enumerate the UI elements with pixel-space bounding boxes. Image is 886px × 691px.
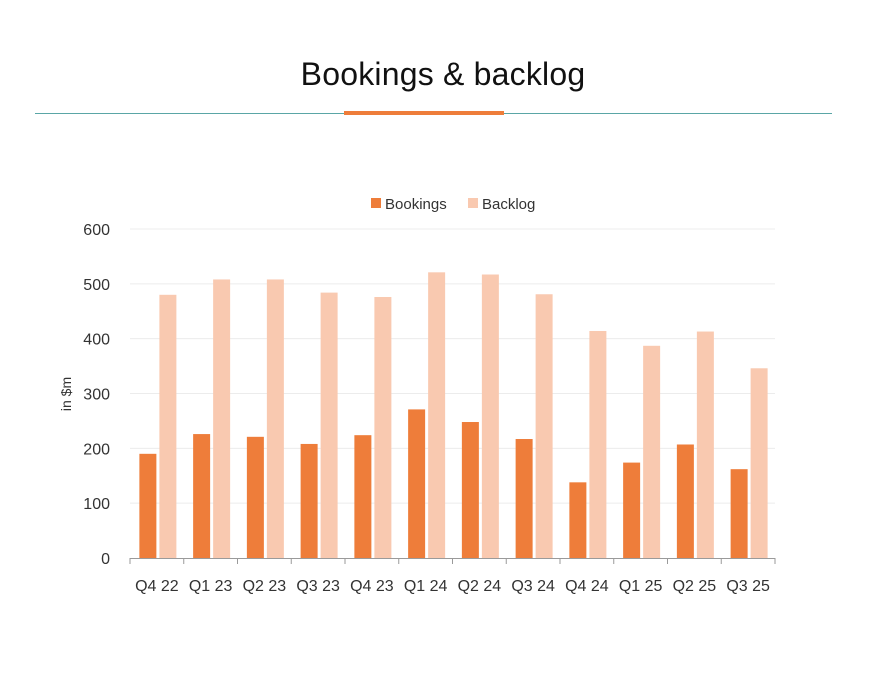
y-tick-label: 600 xyxy=(83,222,110,239)
y-tick-label: 400 xyxy=(83,332,110,349)
legend-label-backlog: Backlog xyxy=(482,196,535,213)
title-accent-bar xyxy=(344,111,504,115)
x-tick-label: Q1 23 xyxy=(189,578,233,595)
y-tick-label: 500 xyxy=(83,277,110,294)
legend-swatch-bookings xyxy=(371,198,381,208)
bar-bookings-q3-25 xyxy=(730,469,748,558)
x-tick-label: Q1 24 xyxy=(404,578,448,595)
legend-swatch-backlog xyxy=(468,198,478,208)
bar-bookings-q1-24 xyxy=(408,409,426,558)
bar-backlog-q2-24 xyxy=(481,274,499,558)
x-tick-label: Q4 23 xyxy=(350,578,394,595)
bar-bookings-q3-24 xyxy=(515,439,533,558)
x-tick-label: Q3 23 xyxy=(296,578,340,595)
bar-backlog-q3-24 xyxy=(535,294,553,558)
y-tick-label: 200 xyxy=(83,441,110,458)
bar-backlog-q2-23 xyxy=(266,279,284,558)
x-tick-label: Q2 25 xyxy=(673,578,717,595)
bar-backlog-q4-24 xyxy=(589,330,607,558)
bar-backlog-q4-23 xyxy=(374,296,392,558)
y-tick-label: 300 xyxy=(83,387,110,404)
bar-backlog-q1-24 xyxy=(428,272,446,558)
gridlines xyxy=(130,228,775,504)
y-tick-label: 0 xyxy=(101,551,110,568)
page-title: Bookings & backlog xyxy=(300,56,586,92)
y-tick-label: 100 xyxy=(83,496,110,513)
bar-bookings-q3-23 xyxy=(300,443,318,558)
x-tick-label: Q1 25 xyxy=(619,578,663,595)
bar-bookings-q4-24 xyxy=(569,482,587,558)
x-tick-label: Q3 25 xyxy=(726,578,770,595)
bar-bookings-q2-25 xyxy=(676,444,694,558)
legend: Bookings Backlog xyxy=(371,196,535,213)
bar-backlog-q2-25 xyxy=(696,331,714,558)
bar-backlog-q1-25 xyxy=(643,345,661,558)
bar-backlog-q1-23 xyxy=(213,279,231,558)
bar-bookings-q4-23 xyxy=(354,435,372,558)
x-tick-label: Q4 24 xyxy=(565,578,609,595)
x-tick-label: Q4 22 xyxy=(135,578,179,595)
bar-bookings-q2-24 xyxy=(461,422,479,558)
bar-bookings-q1-23 xyxy=(193,434,211,558)
x-tick-label: Q3 24 xyxy=(511,578,555,595)
axes: 0 100 200 300 400 500 600 Q4 22 Q1 23 Q2 23 Q3 23 Q… xyxy=(83,222,776,595)
x-tick-label: Q2 23 xyxy=(243,578,287,595)
bar-bookings-q4-22 xyxy=(139,453,157,558)
bar-bookings-q2-23 xyxy=(246,436,264,558)
bars xyxy=(139,272,768,558)
legend-label-bookings: Bookings xyxy=(385,196,447,213)
bar-backlog-q3-25 xyxy=(750,368,768,558)
bar-bookings-q1-25 xyxy=(623,462,641,558)
y-axis-title: in $m xyxy=(58,377,74,411)
bar-backlog-q4-22 xyxy=(159,294,177,558)
x-tick-label: Q2 24 xyxy=(458,578,502,595)
bar-backlog-q3-23 xyxy=(320,292,338,558)
